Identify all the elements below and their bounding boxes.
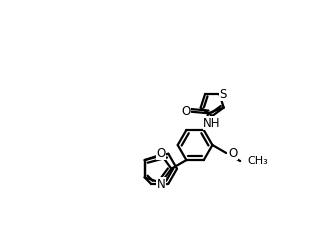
Text: S: S: [220, 88, 227, 101]
Text: NH: NH: [203, 117, 221, 130]
Text: CH₃: CH₃: [248, 156, 268, 166]
Text: O: O: [156, 146, 166, 160]
Text: O: O: [228, 146, 237, 160]
Text: N: N: [157, 178, 165, 191]
Text: O: O: [181, 104, 190, 118]
